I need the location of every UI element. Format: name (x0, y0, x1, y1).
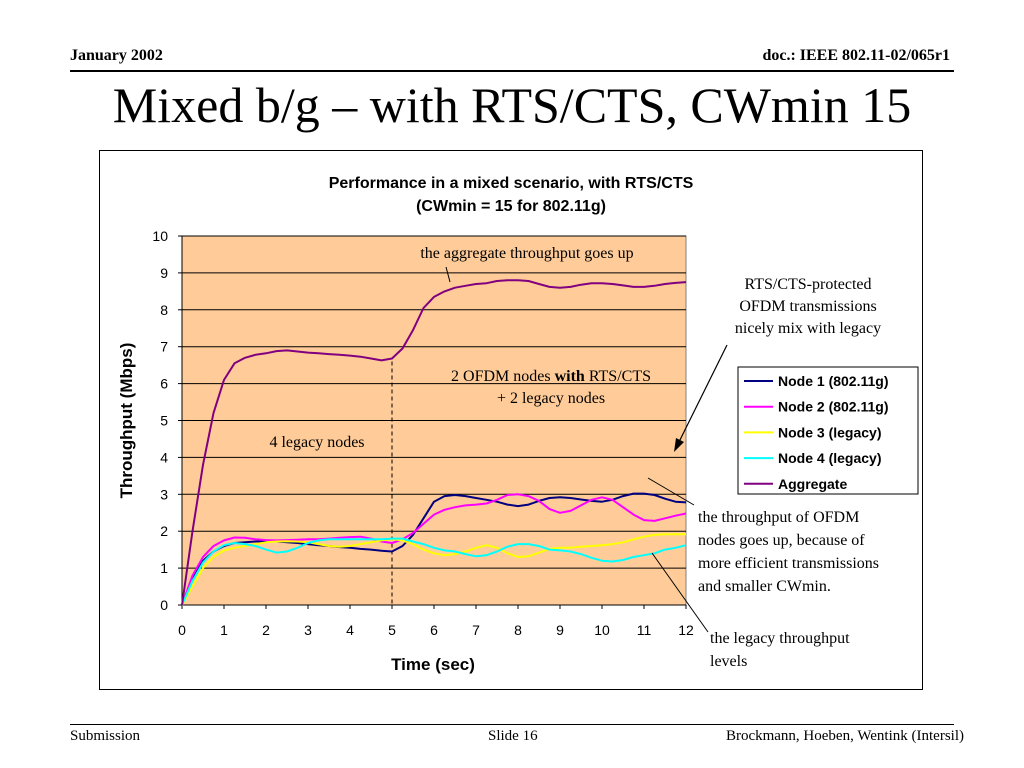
legend-label-1: Node 1 (802.11g) (778, 373, 889, 389)
y-tick-label: 2 (160, 523, 168, 539)
annotation-rts-line-1: RTS/CTS-protected (744, 276, 871, 293)
annotation-ofdm-up-line-2: nodes goes up, because of (698, 532, 865, 549)
annotation-ofdm-line-2: + 2 legacy nodes (497, 390, 605, 407)
x-axis-label: Time (sec) (391, 655, 475, 674)
header-doc-id: doc.: IEEE 802.11-02/065r1 (762, 47, 950, 64)
series-line-4 (181, 537, 687, 606)
header-divider (70, 70, 954, 72)
y-tick-label: 3 (160, 486, 168, 502)
footer-slide-number: Slide 16 (488, 728, 538, 744)
annotation-legacy-level-line-2: levels (710, 653, 747, 670)
y-tick-label: 9 (160, 265, 168, 281)
y-tick-label: 1 (160, 560, 168, 576)
annotation-ofdm-line-1: 2 OFDM nodes with RTS/CTS (451, 368, 651, 385)
annotation-ofdm-part-3: RTS/CTS (585, 368, 651, 385)
y-tick-label: 10 (152, 228, 168, 244)
annotation-rts-line-2: OFDM transmissions (739, 298, 876, 315)
y-tick-label: 5 (160, 413, 168, 429)
annotation-ofdm-up-line-1: the throughput of OFDM (698, 509, 859, 526)
footer-authors: Brockmann, Hoeben, Wentink (Intersil) (725, 728, 964, 744)
x-tick-label: 10 (594, 622, 610, 638)
y-tick-label: 4 (160, 449, 168, 465)
series-line-1 (181, 492, 687, 606)
annotation-aggregate-pointer (445, 266, 451, 283)
annotation-ofdm-part-1: 2 OFDM nodes (451, 368, 555, 385)
footer-divider (70, 724, 954, 725)
annotation-ofdm-up-pointer (647, 477, 695, 506)
y-tick-label: 6 (160, 376, 168, 392)
footer-submission: Submission (70, 728, 141, 744)
annotation-rts-arrow (675, 344, 728, 449)
header-date: January 2002 (70, 47, 163, 64)
series-line-2 (181, 493, 687, 606)
annotation-rts-line-3: nicely mix with legacy (735, 320, 881, 337)
x-tick-label: 12 (678, 622, 694, 638)
annotation-4-legacy: 4 legacy nodes (269, 434, 364, 451)
annotation-ofdm-up-line-4: and smaller CWmin. (698, 578, 831, 595)
x-tick-label: 5 (388, 622, 396, 638)
x-tick-label: 2 (262, 622, 270, 638)
legend-box (737, 366, 919, 495)
legend-label-2: Node 2 (802.11g) (778, 399, 889, 415)
chart-title-line-1: Performance in a mixed scenario, with RT… (329, 175, 694, 192)
annotation-ofdm-up-line-3: more efficient transmissions (698, 555, 879, 572)
x-tick-label: 4 (346, 622, 354, 638)
chart-title-line-2: (CWmin = 15 for 802.11g) (416, 198, 606, 215)
slide-title: Mixed b/g – with RTS/CTS, CWmin 15 (112, 77, 912, 133)
x-tick-label: 7 (472, 622, 480, 638)
annotation-legacy-level-line-1: the legacy throughput (710, 630, 850, 647)
x-tick-label: 0 (178, 622, 186, 638)
y-tick-label: 8 (160, 302, 168, 318)
annotation-rts-arrowhead (674, 438, 684, 452)
x-tick-label: 3 (304, 622, 312, 638)
annotation-legacy-level-pointer (651, 552, 709, 633)
x-tick-label: 9 (556, 622, 564, 638)
series-line-5 (181, 279, 687, 606)
y-tick-label: 7 (160, 339, 168, 355)
y-tick-label: 0 (160, 597, 168, 613)
y-axis-label: Throughput (Mbps) (117, 343, 136, 499)
legend-label-5: Aggregate (778, 476, 847, 492)
x-tick-label: 8 (514, 622, 522, 638)
x-tick-label: 11 (637, 622, 652, 638)
legend-label-4: Node 4 (legacy) (778, 450, 881, 466)
legend-label-3: Node 3 (legacy) (778, 424, 881, 440)
x-tick-label: 1 (220, 622, 228, 638)
annotation-ofdm-part-2: with (555, 368, 585, 385)
series-line-3 (181, 533, 686, 606)
x-tick-label: 6 (430, 622, 438, 638)
annotation-aggregate: the aggregate throughput goes up (420, 245, 633, 262)
